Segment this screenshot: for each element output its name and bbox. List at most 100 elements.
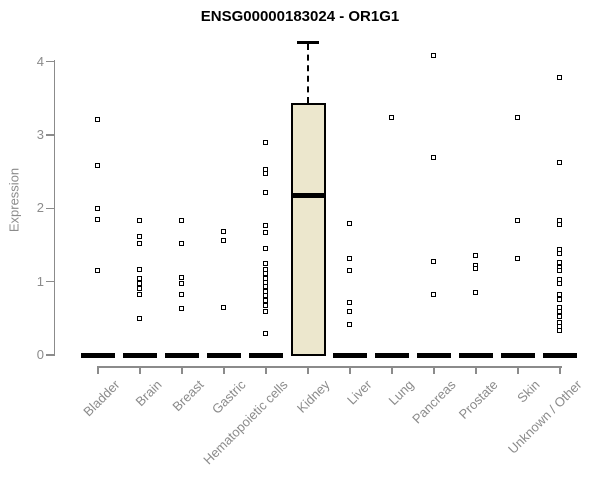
data-point-liver	[347, 256, 352, 262]
data-point-breast	[179, 241, 184, 247]
x-tick	[517, 366, 519, 374]
whisker-cap-kidney	[296, 41, 319, 45]
y-tick	[46, 354, 54, 356]
data-point-bladder	[95, 268, 100, 274]
upper-whisker-kidney	[306, 43, 309, 104]
data-point-hematopoietic-cells	[263, 230, 268, 236]
data-point-pancreas	[431, 154, 436, 160]
data-point-breast	[179, 274, 184, 280]
data-point-breast	[179, 217, 184, 223]
data-point-hematopoietic-cells	[263, 170, 268, 176]
x-tick	[391, 366, 393, 374]
x-tick	[307, 366, 309, 374]
data-point-skin	[515, 114, 520, 120]
x-tick	[433, 366, 435, 374]
data-point-hematopoietic-cells	[263, 190, 268, 196]
data-point-prostate	[473, 290, 478, 296]
data-point-brain	[137, 218, 142, 224]
x-category-label-unknown-other: Unknown / Other	[505, 377, 585, 457]
zero-box-hematopoietic-cells	[249, 352, 283, 358]
x-category-label-prostate: Prostate	[455, 377, 501, 422]
chart-title: ENSG00000183024 - OR1G1	[200, 8, 400, 25]
y-tick	[46, 207, 54, 210]
data-point-gastric	[221, 304, 226, 310]
data-point-unknown-other	[557, 268, 562, 274]
data-point-hematopoietic-cells	[263, 260, 268, 266]
x-category-label-pancreas: Pancreas	[409, 377, 459, 427]
data-point-hematopoietic-cells	[263, 309, 268, 315]
data-point-breast	[179, 280, 184, 286]
data-point-skin	[515, 217, 520, 223]
data-point-bladder	[95, 117, 100, 123]
x-axis-line	[97, 366, 562, 368]
zero-box-skin	[501, 352, 535, 358]
data-point-bladder	[95, 216, 100, 222]
y-tick	[46, 134, 54, 136]
y-tick-label: 3	[36, 127, 44, 142]
data-point-brain	[137, 233, 142, 239]
data-point-hematopoietic-cells	[263, 139, 268, 145]
data-point-pancreas	[431, 52, 436, 58]
data-point-liver	[347, 300, 352, 306]
zero-box-brain	[123, 352, 157, 358]
data-point-hematopoietic-cells	[263, 303, 268, 309]
y-tick-label: 1	[36, 273, 44, 289]
y-tick	[46, 280, 54, 283]
zero-box-prostate	[459, 352, 493, 358]
median-line-kidney	[290, 193, 326, 199]
data-point-prostate	[473, 252, 478, 258]
data-point-prostate	[473, 265, 478, 271]
x-category-label-bladder: Bladder	[80, 377, 123, 420]
x-category-label-breast: Breast	[169, 377, 207, 415]
data-point-unknown-other	[557, 328, 562, 334]
x-tick	[139, 366, 141, 374]
data-point-liver	[347, 220, 352, 226]
zero-box-breast	[165, 352, 199, 358]
data-point-hematopoietic-cells	[263, 298, 268, 304]
zero-box-gastric	[207, 352, 241, 358]
x-tick	[223, 366, 225, 374]
x-tick	[349, 366, 351, 374]
y-tick-label: 0	[36, 347, 44, 362]
data-point-brain	[137, 280, 142, 286]
x-tick	[475, 366, 477, 374]
data-point-brain	[137, 291, 142, 297]
x-tick	[559, 366, 561, 374]
zero-box-lung	[375, 352, 409, 358]
data-point-liver	[347, 321, 352, 327]
zero-box-liver	[333, 352, 367, 358]
data-point-hematopoietic-cells	[263, 223, 268, 229]
data-point-unknown-other	[557, 160, 562, 166]
x-category-label-kidney: Kidney	[293, 377, 333, 416]
zero-box-bladder	[81, 352, 115, 358]
data-point-gastric	[221, 238, 226, 244]
data-point-brain	[137, 315, 142, 321]
data-point-hematopoietic-cells	[263, 293, 268, 299]
x-category-label-liver: Liver	[344, 377, 375, 408]
data-point-liver	[347, 308, 352, 314]
data-point-unknown-other	[557, 309, 562, 315]
data-point-breast	[179, 292, 184, 298]
data-point-unknown-other	[557, 314, 562, 320]
x-category-label-brain: Brain	[132, 377, 165, 410]
data-point-pancreas	[431, 291, 436, 297]
data-point-breast	[179, 305, 184, 311]
data-point-hematopoietic-cells	[263, 246, 268, 252]
y-tick-label: 2	[36, 200, 44, 216]
data-point-pancreas	[431, 258, 436, 264]
y-axis-line	[53, 60, 55, 356]
data-point-unknown-other	[557, 296, 562, 302]
data-point-unknown-other	[557, 74, 562, 80]
data-point-brain	[137, 241, 142, 247]
data-point-liver	[347, 268, 352, 274]
x-category-label-skin: Skin	[514, 377, 543, 406]
data-point-brain	[137, 267, 142, 273]
data-point-unknown-other	[557, 221, 562, 227]
data-point-skin	[515, 256, 520, 262]
zero-box-unknown-other	[543, 352, 577, 358]
data-point-hematopoietic-cells	[263, 330, 268, 336]
zero-box-pancreas	[417, 352, 451, 358]
data-point-unknown-other	[557, 281, 562, 287]
data-point-lung	[389, 114, 394, 120]
